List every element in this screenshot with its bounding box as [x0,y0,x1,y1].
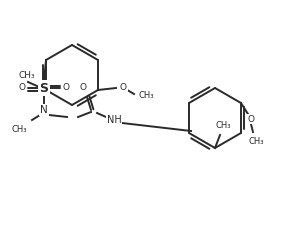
Text: CH₃: CH₃ [19,70,35,80]
Text: N: N [40,105,48,115]
Text: O: O [120,83,127,92]
Text: O: O [62,84,70,93]
Text: CH₃: CH₃ [139,92,154,100]
Text: O: O [80,83,87,92]
Text: O: O [18,84,26,93]
Text: NH: NH [107,115,121,125]
Text: S: S [39,82,49,94]
Text: CH₃: CH₃ [215,122,231,130]
Text: CH₃: CH₃ [248,137,264,147]
Text: O: O [247,115,254,124]
Text: CH₃: CH₃ [11,124,27,133]
